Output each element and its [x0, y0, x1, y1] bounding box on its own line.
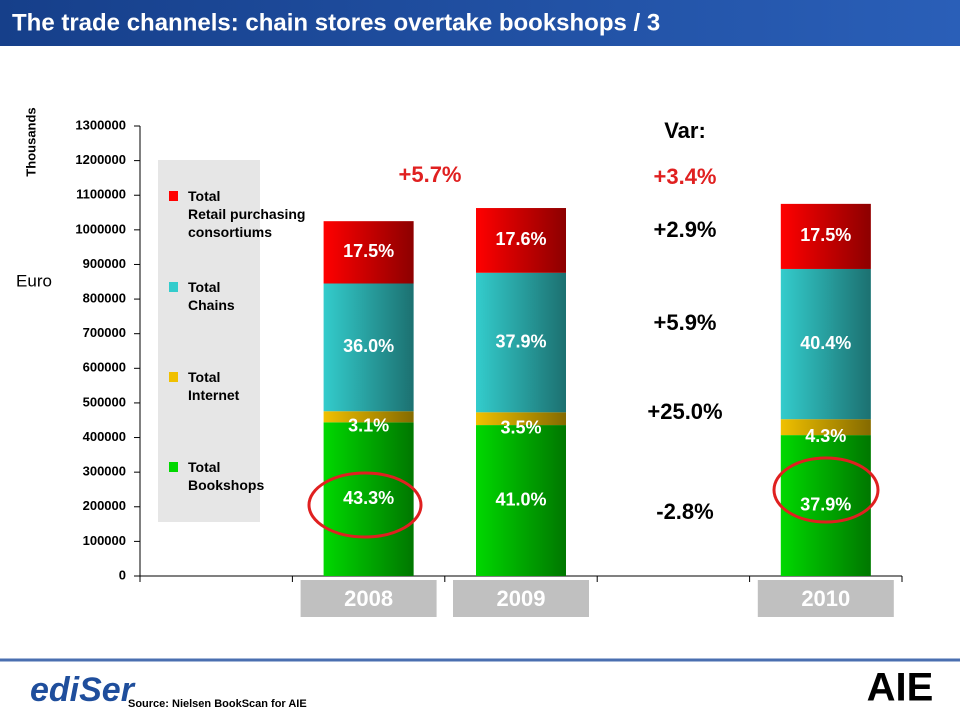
var-value: -2.8% [656, 499, 713, 524]
y-tick-label: 1100000 [76, 187, 126, 202]
source: Source: Nielsen BookScan for AIE [128, 698, 307, 710]
legend-swatch [169, 372, 178, 382]
var-value: +25.0% [647, 399, 722, 424]
segment-label: 37.9% [800, 494, 851, 514]
highlight [307, 471, 423, 539]
segment-label: 17.5% [343, 241, 394, 261]
legend-box [158, 160, 260, 522]
y-tick-label: 400000 [83, 429, 126, 444]
legend-label: Total Internet [188, 369, 240, 403]
segment-label: 36.0% [343, 336, 394, 356]
category-box [757, 580, 894, 617]
y-tick-label: 600000 [83, 360, 126, 375]
category-box [300, 580, 437, 617]
total-change: +5.7% [399, 162, 462, 187]
y-tick-label: 800000 [83, 291, 126, 306]
logo-right: AIE [867, 666, 934, 710]
y-tick-label: 0 [119, 567, 126, 582]
highlight [772, 456, 880, 524]
y-tick-label: 700000 [83, 325, 126, 340]
legend-swatch [169, 191, 178, 201]
segment-label: 40.4% [800, 333, 851, 353]
y-tick-label: 300000 [83, 464, 126, 479]
x-tick-label: 2009 [497, 586, 546, 611]
logo-left: ediSer [30, 671, 136, 709]
y-axis-title: Thousands [23, 107, 38, 176]
segment-label: 4.3% [805, 426, 846, 446]
legend-label: Total Chains [188, 279, 235, 313]
var-title: Var: [664, 118, 706, 143]
category-box [453, 580, 589, 617]
segment-label: 41.0% [495, 489, 546, 509]
unit-label: Euro [16, 271, 52, 290]
y-tick-label: 500000 [83, 394, 126, 409]
segment-label: 17.6% [495, 229, 546, 249]
page-title: The trade channels: chain stores overtak… [12, 9, 660, 36]
legend-label: Total Bookshops [188, 459, 265, 493]
y-tick-label: 1000000 [75, 221, 126, 236]
segment-label: 43.3% [343, 488, 394, 508]
var-value: +2.9% [654, 217, 717, 242]
segment-label: 17.5% [800, 225, 851, 245]
y-tick-label: 200000 [83, 498, 126, 513]
legend-swatch [169, 462, 178, 472]
y-tick-label: 100000 [83, 533, 126, 548]
segment-label: 37.9% [495, 331, 546, 351]
segment-label: 3.1% [348, 416, 389, 436]
var-value: +5.9% [654, 310, 717, 335]
header-bar [0, 0, 960, 46]
var-total: +3.4% [654, 164, 717, 189]
x-tick-label: 2008 [344, 586, 393, 611]
y-tick-label: 1200000 [75, 152, 126, 167]
y-tick-label: 900000 [83, 256, 126, 271]
segment-label: 3.5% [500, 417, 541, 437]
legend-label: Total Retail purchasing consortiums [188, 188, 306, 240]
x-tick-label: 2010 [801, 586, 850, 611]
y-tick-label: 1300000 [75, 117, 126, 132]
legend-swatch [169, 282, 178, 292]
